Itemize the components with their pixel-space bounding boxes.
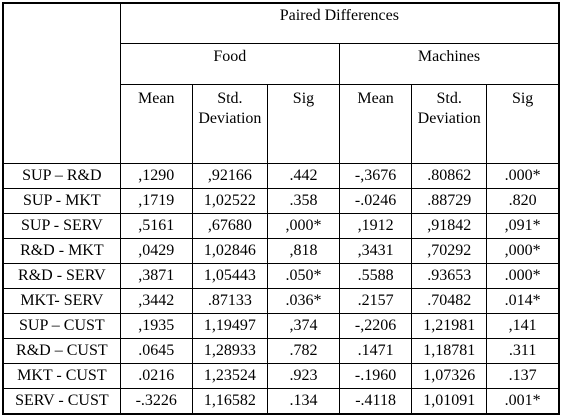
- row-label: MKT- SERV: [1, 288, 121, 314]
- machines-sig-cell: .000*: [486, 263, 561, 289]
- machines-std-deviation-cell: .88729: [411, 188, 488, 214]
- machines-mean-cell: -.0246: [339, 188, 413, 214]
- machines-sig-cell: ,091*: [486, 213, 561, 239]
- table-row: MKT- SERV ,3442 .87133 .036* .2157 .7048…: [1, 288, 561, 314]
- food-sig-cell: .782: [266, 338, 341, 364]
- machines-mean-cell: -.1960: [339, 363, 413, 389]
- row-label: SUP – R&D: [1, 163, 121, 189]
- food-mean-cell: ,3871: [119, 263, 193, 289]
- table-row: SUP - SERV ,5161 ,67680 ,000* ,1912 ,918…: [1, 213, 561, 239]
- machines-sig-cell: .001*: [486, 388, 561, 415]
- table-row: SUP – R&D ,1290 ,92166 .442 -,3676 .8086…: [1, 163, 561, 189]
- food-sig-cell: ,818: [266, 238, 341, 264]
- table-row: SERV - CUST -.3226 1,16582 .134 -.4118 1…: [1, 388, 561, 415]
- row-label: SUP – CUST: [1, 313, 121, 339]
- machines-mean-cell: .5588: [339, 263, 413, 289]
- machines-std-deviation-cell: 1,07326: [411, 363, 488, 389]
- table-row: R&D - SERV ,3871 1,05443 .050* .5588 .93…: [1, 263, 561, 289]
- machines-sig-cell: .820: [486, 188, 561, 214]
- machines-sig-cell: .014*: [486, 288, 561, 314]
- column-header-food-mean: Mean: [119, 84, 193, 164]
- group-header-machines: Machines: [339, 43, 561, 85]
- food-mean-cell: -.3226: [119, 388, 193, 415]
- row-label: SERV - CUST: [1, 388, 121, 415]
- machines-mean-cell: ,1912: [339, 213, 413, 239]
- machines-sig-cell: .000*: [486, 163, 561, 189]
- row-label: MKT - CUST: [1, 363, 121, 389]
- food-sig-cell: .442: [266, 163, 341, 189]
- machines-sig-cell: ,000*: [486, 238, 561, 264]
- machines-mean-cell: .2157: [339, 288, 413, 314]
- food-mean-cell: ,5161: [119, 213, 193, 239]
- column-header-machines-mean: Mean: [339, 84, 413, 164]
- food-std-deviation-cell: 1,23524: [191, 363, 268, 389]
- table-row: SUP - MKT ,1719 1,02522 .358 -.0246 .887…: [1, 188, 561, 214]
- food-std-deviation-cell: 1,28933: [191, 338, 268, 364]
- machines-std-deviation-cell: .70482: [411, 288, 488, 314]
- machines-std-deviation-cell: 1,21981: [411, 313, 488, 339]
- food-sig-cell: .036*: [266, 288, 341, 314]
- machines-mean-cell: .1471: [339, 338, 413, 364]
- table-row: R&D - MKT ,0429 1,02846 ,818 ,3431 ,7029…: [1, 238, 561, 264]
- column-header-machines-sig: Sig: [486, 84, 561, 164]
- food-mean-cell: ,1290: [119, 163, 193, 189]
- food-std-deviation-cell: ,92166: [191, 163, 268, 189]
- machines-mean-cell: -.4118: [339, 388, 413, 415]
- machines-sig-cell: .137: [486, 363, 561, 389]
- table-row: MKT - CUST .0216 1,23524 .923 -.1960 1,0…: [1, 363, 561, 389]
- food-sig-cell: .134: [266, 388, 341, 415]
- machines-mean-cell: -,3676: [339, 163, 413, 189]
- food-std-deviation-cell: 1,16582: [191, 388, 268, 415]
- machines-sig-cell: ,141: [486, 313, 561, 339]
- machines-std-deviation-cell: ,91842: [411, 213, 488, 239]
- row-label: R&D – CUST: [1, 338, 121, 364]
- machines-mean-cell: ,3431: [339, 238, 413, 264]
- table-title: Paired Differences: [119, 2, 560, 44]
- corner-cell: [1, 2, 121, 164]
- food-sig-cell: ,374: [266, 313, 341, 339]
- column-header-food-sig: Sig: [266, 84, 341, 164]
- food-std-deviation-cell: ,67680: [191, 213, 268, 239]
- machines-sig-cell: .311: [486, 338, 561, 364]
- row-label: SUP - MKT: [1, 188, 121, 214]
- group-header-food: Food: [119, 43, 341, 85]
- food-std-deviation-cell: 1,19497: [191, 313, 268, 339]
- machines-std-deviation-cell: ,70292: [411, 238, 488, 264]
- food-std-deviation-cell: 1,02522: [191, 188, 268, 214]
- food-std-deviation-cell: 1,05443: [191, 263, 268, 289]
- food-std-deviation-cell: .87133: [191, 288, 268, 314]
- food-mean-cell: .0216: [119, 363, 193, 389]
- food-mean-cell: ,1719: [119, 188, 193, 214]
- row-label: R&D - SERV: [1, 263, 121, 289]
- food-std-deviation-cell: 1,02846: [191, 238, 268, 264]
- table-row: R&D – CUST .0645 1,28933 .782 .1471 1,18…: [1, 338, 561, 364]
- machines-std-deviation-cell: 1,18781: [411, 338, 488, 364]
- table-body: SUP – R&D ,1290 ,92166 .442 -,3676 .8086…: [1, 163, 561, 415]
- row-label: R&D - MKT: [1, 238, 121, 264]
- food-sig-cell: ,000*: [266, 213, 341, 239]
- machines-std-deviation-cell: .80862: [411, 163, 488, 189]
- food-mean-cell: ,1935: [119, 313, 193, 339]
- food-sig-cell: .923: [266, 363, 341, 389]
- table-row: SUP – CUST ,1935 1,19497 ,374 -,2206 1,2…: [1, 313, 561, 339]
- food-mean-cell: ,0429: [119, 238, 193, 264]
- food-sig-cell: .358: [266, 188, 341, 214]
- food-sig-cell: .050*: [266, 263, 341, 289]
- column-header-food-std-deviation: Std. Deviation: [191, 84, 268, 164]
- column-header-machines-std-deviation: Std. Deviation: [411, 84, 488, 164]
- row-label: SUP - SERV: [1, 213, 121, 239]
- machines-std-deviation-cell: .93653: [411, 263, 488, 289]
- machines-mean-cell: -,2206: [339, 313, 413, 339]
- machines-std-deviation-cell: 1,01091: [411, 388, 488, 415]
- food-mean-cell: .0645: [119, 338, 193, 364]
- food-mean-cell: ,3442: [119, 288, 193, 314]
